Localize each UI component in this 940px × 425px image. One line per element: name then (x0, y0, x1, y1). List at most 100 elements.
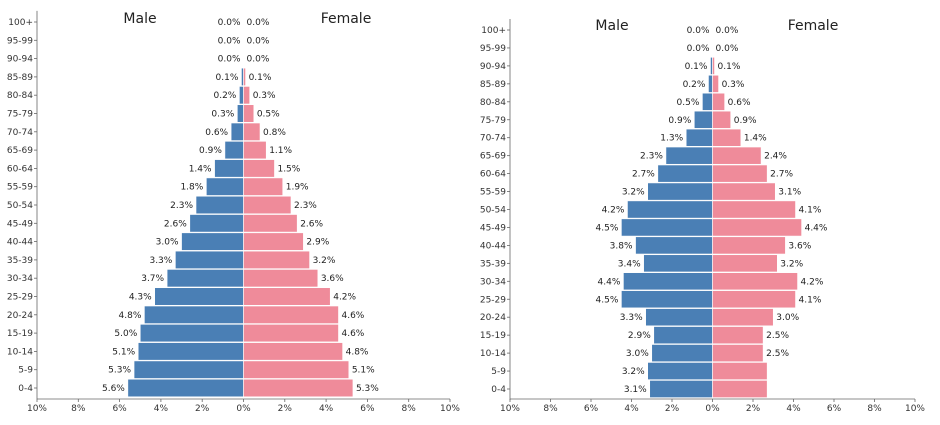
male-bar (139, 324, 244, 343)
male-value-label: 0.0% (687, 44, 710, 54)
age-label: 60-64 (480, 170, 506, 180)
male-value-label: 3.2% (622, 367, 645, 377)
female-bar (712, 110, 732, 129)
male-bar (137, 342, 244, 361)
age-label: 40-44 (7, 238, 33, 248)
male-value-label: 4.3% (129, 293, 152, 303)
age-label: 15-19 (480, 331, 506, 341)
male-value-label: 0.0% (687, 26, 710, 36)
female-bar (712, 380, 768, 398)
age-label: 5-9 (491, 367, 506, 377)
age-label: 80-84 (480, 98, 506, 108)
male-value-label: 0.2% (213, 91, 236, 101)
female-value-label: 4.6% (341, 311, 364, 321)
female-bar (712, 74, 719, 93)
age-label: 70-74 (480, 134, 506, 144)
female-value-label: 3.1% (778, 188, 801, 198)
male-value-label: 2.9% (628, 331, 651, 341)
female-value-label: 3.2% (313, 256, 336, 266)
female-value-label: 0.0% (247, 36, 270, 46)
male-value-label: 2.3% (640, 152, 663, 162)
female-value-label: 0.6% (728, 98, 751, 108)
male-value-label: 5.6% (102, 384, 125, 394)
female-value-label: 4.8% (346, 347, 369, 357)
x-tick-label: 2% (665, 404, 680, 414)
male-bar (166, 269, 244, 288)
male-bar (181, 232, 244, 251)
pyramid-chart-2: Male Female 0-4 3.1% 5-9 3.2% 10-14 3.0% 2.5% 15-… (480, 18, 926, 414)
female-value-label: 3.2% (780, 259, 803, 269)
male-bar (627, 200, 713, 219)
female-value-label: 4.1% (799, 295, 822, 305)
male-value-label: 0.3% (211, 110, 234, 120)
female-value-label: 1.1% (269, 146, 292, 156)
female-bar (712, 236, 786, 255)
male-bar (154, 287, 244, 306)
male-value-label: 0.0% (218, 55, 241, 65)
age-label: 60-64 (7, 164, 33, 174)
female-value-label: 4.2% (333, 293, 356, 303)
age-label: 20-24 (480, 313, 506, 323)
male-bar (144, 305, 244, 324)
age-label: 85-89 (480, 80, 506, 90)
age-label: 95-99 (7, 36, 33, 46)
age-label: 55-59 (480, 188, 506, 198)
male-bar (647, 362, 713, 380)
age-label: 0-4 (491, 385, 506, 395)
legend-female: Female (321, 11, 372, 27)
female-value-label: 4.2% (801, 277, 824, 287)
female-value-label: 3.6% (788, 241, 811, 251)
male-value-label: 0.9% (668, 116, 691, 126)
male-bar (623, 272, 713, 291)
female-bar (712, 362, 768, 380)
male-bar (189, 214, 244, 233)
age-label: 20-24 (7, 311, 33, 321)
male-bar (651, 344, 713, 363)
female-bar (712, 326, 764, 345)
female-bar (712, 92, 725, 111)
age-label: 70-74 (7, 128, 33, 138)
female-bar (243, 378, 354, 398)
male-value-label: 0.6% (205, 128, 228, 138)
x-tick-label: 0% (705, 404, 720, 414)
x-tick-label: 6% (827, 404, 842, 414)
female-value-label: 0.8% (263, 128, 286, 138)
male-value-label: 5.3% (108, 366, 131, 376)
x-tick-label: 2% (195, 404, 210, 414)
female-bar (243, 324, 339, 343)
male-bar (649, 380, 713, 398)
male-bar (237, 104, 244, 123)
female-bar (712, 146, 762, 165)
female-value-label: 0.1% (718, 62, 741, 72)
male-bar (657, 164, 713, 183)
male-value-label: 3.4% (618, 259, 641, 269)
x-tick-label: 4% (624, 404, 639, 414)
age-label: 90-94 (7, 55, 33, 65)
male-value-label: 2.3% (170, 201, 193, 211)
age-label: 85-89 (7, 73, 33, 83)
male-value-label: 4.2% (602, 206, 625, 216)
age-label: 50-54 (7, 201, 33, 211)
age-label: 0-4 (18, 384, 33, 394)
male-value-label: 3.0% (156, 238, 179, 248)
x-tick-label: 0% (236, 404, 251, 414)
female-bar (243, 214, 298, 233)
x-tick-label: 2% (746, 404, 761, 414)
age-label: 100+ (8, 18, 33, 28)
male-bar (643, 254, 713, 273)
x-tick-label: 4% (319, 404, 334, 414)
male-bar (206, 177, 244, 196)
male-value-label: 3.7% (141, 274, 164, 284)
male-bar (224, 141, 244, 160)
male-value-label: 3.1% (624, 385, 647, 395)
age-label: 65-69 (7, 146, 33, 156)
female-value-label: 2.9% (306, 238, 329, 248)
male-bar (175, 250, 244, 269)
male-value-label: 5.0% (114, 329, 137, 339)
male-value-label: 0.1% (216, 73, 239, 83)
male-bar (665, 146, 713, 165)
male-value-label: 0.0% (218, 18, 241, 28)
male-value-label: 4.4% (598, 277, 621, 287)
x-tick-label: 10% (440, 404, 460, 414)
